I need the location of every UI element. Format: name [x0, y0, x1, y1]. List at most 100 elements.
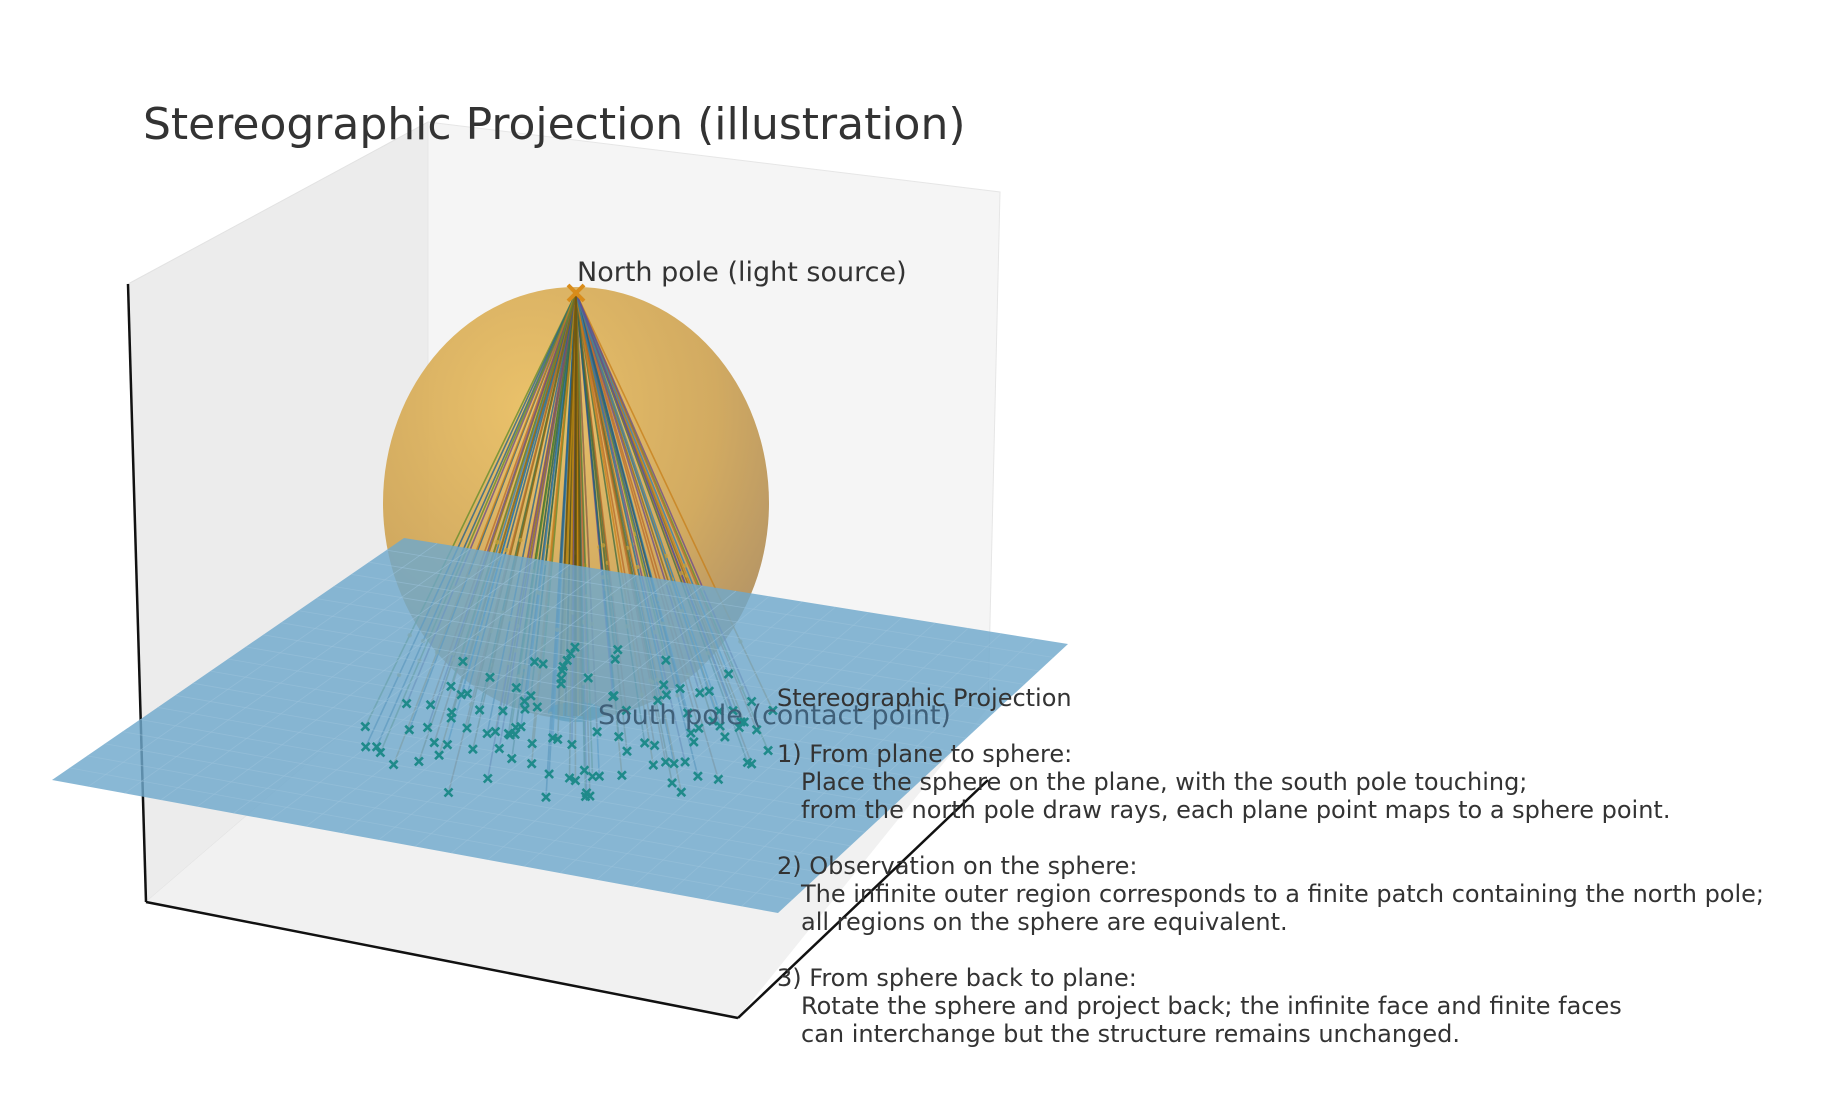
plane-point-marker — [529, 656, 540, 667]
plane-point-marker — [746, 696, 757, 707]
plane-point-marker — [485, 672, 495, 683]
plane-point-marker — [648, 760, 659, 771]
plane-point-marker — [767, 705, 778, 716]
plane-point-marker — [570, 775, 581, 786]
plane-point-marker — [490, 726, 501, 737]
plane-grid-line — [741, 638, 1036, 907]
plane-point-marker — [442, 739, 453, 750]
plane-point-marker — [763, 745, 774, 756]
plane-point-marker — [715, 721, 726, 731]
plane-point-marker — [658, 679, 669, 690]
plane-point-marker — [371, 741, 382, 752]
plane-point-marker — [556, 673, 567, 684]
plane-grid-line — [632, 622, 936, 887]
step-1-line-2: from the north pole draw rays, each plan… — [801, 796, 1670, 824]
plane-point-marker — [375, 747, 386, 758]
sphere-point — [683, 563, 688, 568]
plane-point-marker — [688, 736, 699, 747]
step-3-line-2: can interchange but the structure remain… — [801, 1020, 1460, 1048]
plane-point-marker — [584, 791, 595, 802]
plane-point-marker — [474, 704, 485, 715]
plane-point-marker — [707, 716, 718, 727]
plane-point-marker — [613, 731, 624, 742]
plane-point-marker — [360, 721, 371, 732]
plane-grid-line — [368, 561, 1040, 672]
north-pole-label: North pole (light source) — [577, 257, 907, 288]
plane-grid-line — [523, 606, 836, 867]
plane-point-marker — [566, 739, 577, 750]
plane-point-marker — [682, 708, 693, 718]
plane-point-marker — [558, 661, 569, 672]
plane-point-marker — [462, 688, 473, 699]
sphere-point — [679, 571, 684, 576]
step-1-title: 1) From plane to sphere: — [777, 740, 1072, 768]
plane-point-marker — [527, 738, 538, 749]
plane-point-marker — [494, 743, 505, 754]
plane-point-marker — [422, 722, 433, 733]
plane-grid-line — [668, 627, 969, 894]
step-3-title: 3) From sphere back to plane: — [777, 964, 1137, 992]
plane-point-marker — [388, 759, 399, 770]
plane-point-marker — [525, 690, 536, 701]
plane-point-marker — [693, 723, 704, 734]
plane-point-marker — [583, 672, 594, 683]
step-2-line-2: all regions on the sphere are equivalent… — [801, 908, 1288, 936]
plane-point-marker — [751, 724, 762, 735]
plane-point-marker — [462, 723, 472, 733]
plane-point-marker — [714, 706, 725, 717]
plane-point-marker — [608, 690, 619, 701]
plane-point-marker — [434, 750, 445, 761]
plane-grid-line — [487, 601, 803, 861]
plane-point-marker — [676, 787, 687, 798]
step-1-line-1: Place the sphere on the plane, with the … — [801, 768, 1527, 796]
sphere-point — [600, 543, 606, 548]
step-2-title: 2) Observation on the sphere: — [777, 852, 1137, 880]
plane-point-marker — [622, 746, 632, 757]
sphere-point — [504, 547, 509, 553]
plane-grid-line — [559, 611, 870, 874]
plane-point-marker — [621, 705, 632, 716]
plane-point-marker — [680, 756, 691, 767]
plane-point-marker — [413, 756, 424, 767]
axis-y-edge — [737, 779, 989, 1019]
plane-point-marker — [579, 765, 590, 776]
step-3-line-1: Rotate the sphere and project back; the … — [801, 992, 1622, 1020]
plane-point-marker — [538, 658, 549, 669]
plane-point-marker — [482, 728, 493, 739]
plane-point-marker — [639, 737, 650, 748]
plane-point-marker — [734, 722, 745, 733]
plane-point-marker — [723, 668, 734, 679]
plane-grid-line — [705, 633, 1002, 900]
plane-grid-line — [227, 658, 924, 779]
plane-surface — [52, 538, 1068, 913]
plane-point-marker — [506, 753, 517, 764]
plane-point-marker — [532, 702, 543, 712]
plane-point-marker — [719, 731, 730, 742]
plane-grid-line — [263, 634, 953, 752]
plane-point-marker — [497, 705, 508, 716]
plane-point-marker — [562, 655, 573, 666]
plane-point-marker — [404, 724, 415, 735]
plane-point-marker — [612, 644, 623, 655]
plane-grid-line — [351, 573, 1025, 685]
projection-plane — [52, 538, 1068, 913]
south-pole-label: South pole (contact point) — [598, 700, 951, 731]
plane-point-marker — [587, 771, 598, 782]
sphere-point — [635, 564, 640, 570]
plane-point-marker — [649, 740, 660, 751]
plane-point-marker — [467, 744, 478, 755]
plane-grid-line — [333, 586, 1011, 699]
plane-point-marker — [669, 758, 679, 769]
projected-plane-points — [360, 642, 778, 803]
plane-grid-line — [596, 617, 903, 881]
plane-point-marker — [704, 686, 715, 697]
diagram-title: Stereographic Projection (illustration) — [143, 99, 966, 150]
plane-point-marker — [544, 769, 555, 779]
plane-point-marker — [570, 642, 580, 653]
info-panel-heading: Stereographic Projection — [777, 684, 1072, 712]
plane-point-marker — [564, 773, 575, 783]
plane-point-marker — [661, 689, 672, 700]
axis-x-edge — [145, 900, 739, 1020]
plane-grid-line — [315, 598, 996, 712]
